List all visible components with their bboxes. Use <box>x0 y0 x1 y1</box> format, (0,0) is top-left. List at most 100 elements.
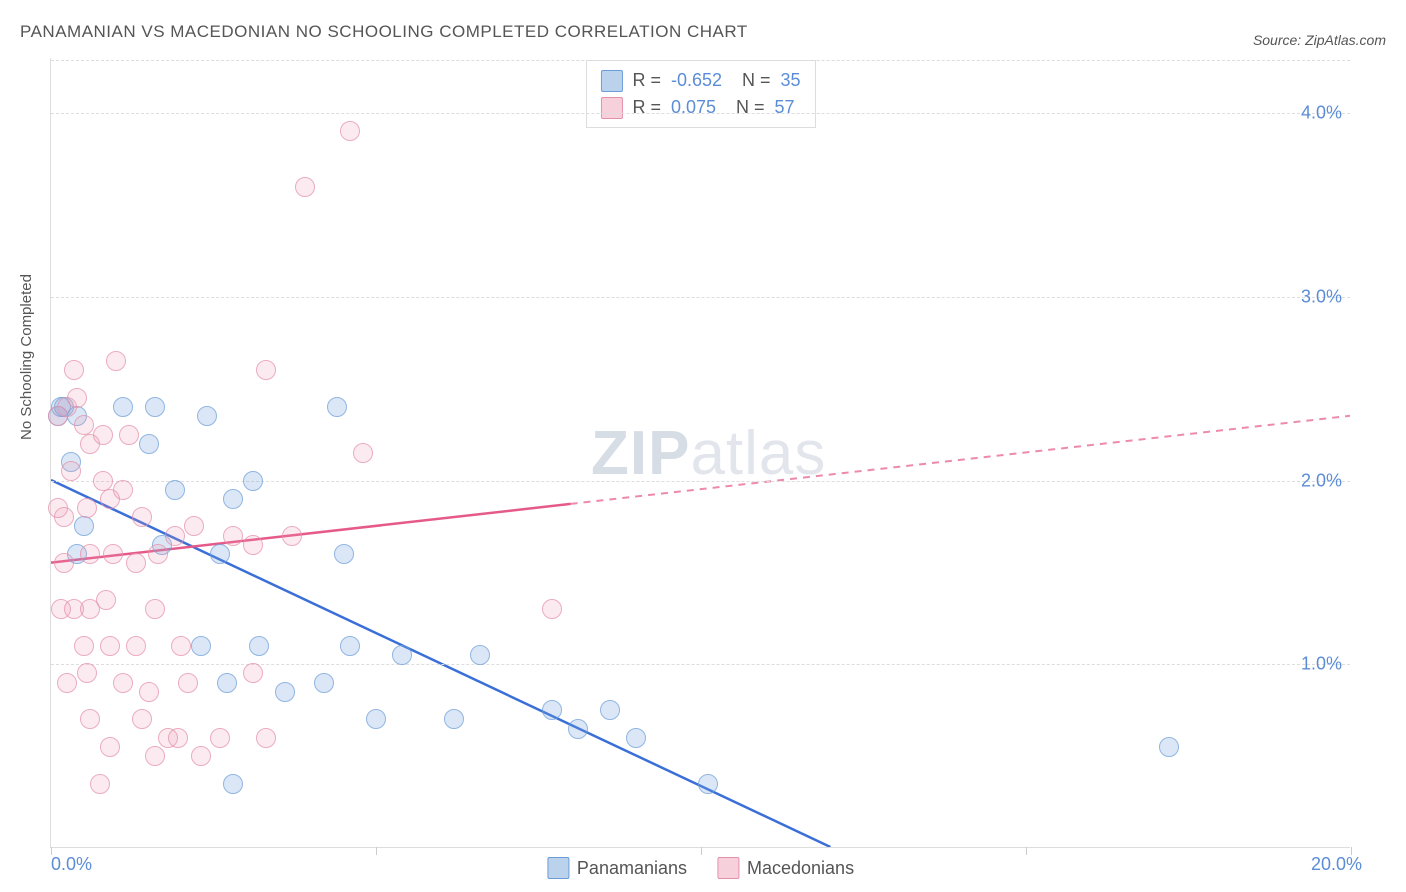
dot-panamanian <box>542 700 562 720</box>
y-tick-label: 2.0% <box>1301 470 1342 491</box>
dot-macedonian <box>74 636 94 656</box>
legend-stats-row-1: R = -0.652 N = 35 <box>600 67 800 94</box>
dot-macedonian <box>113 480 133 500</box>
dot-macedonian <box>132 709 152 729</box>
dot-macedonian <box>126 636 146 656</box>
dot-panamanian <box>165 480 185 500</box>
dot-macedonian <box>145 599 165 619</box>
dot-panamanian <box>444 709 464 729</box>
dot-macedonian <box>48 498 68 518</box>
dot-macedonian <box>106 351 126 371</box>
x-tick-label: 0.0% <box>51 854 92 875</box>
legend-series: Panamanians Macedonians <box>547 857 854 879</box>
dot-panamanian <box>210 544 230 564</box>
y-tick-label: 1.0% <box>1301 654 1342 675</box>
dot-macedonian <box>542 599 562 619</box>
dot-panamanian <box>698 774 718 794</box>
dot-panamanian <box>470 645 490 665</box>
x-tick-label: 20.0% <box>1311 854 1362 875</box>
y-tick-label: 3.0% <box>1301 286 1342 307</box>
dot-macedonian <box>171 636 191 656</box>
swatch-blue-2 <box>547 857 569 879</box>
dot-panamanian <box>191 636 211 656</box>
dot-macedonian <box>93 471 113 491</box>
dot-panamanian <box>217 673 237 693</box>
dot-panamanian <box>626 728 646 748</box>
dot-macedonian <box>223 526 243 546</box>
dot-macedonian <box>132 507 152 527</box>
dot-panamanian <box>568 719 588 739</box>
dot-panamanian <box>113 397 133 417</box>
gridline <box>51 60 1350 61</box>
swatch-blue <box>600 70 622 92</box>
dot-panamanian <box>314 673 334 693</box>
dot-macedonian <box>353 443 373 463</box>
x-tick <box>376 847 377 855</box>
dot-macedonian <box>57 673 77 693</box>
dot-macedonian <box>340 121 360 141</box>
y-axis-label: No Schooling Completed <box>18 274 35 440</box>
dot-panamanian <box>243 471 263 491</box>
dot-panamanian <box>74 516 94 536</box>
dot-macedonian <box>77 498 97 518</box>
dot-macedonian <box>100 636 120 656</box>
dot-macedonian <box>145 746 165 766</box>
dot-macedonian <box>93 425 113 445</box>
dot-macedonian <box>61 461 81 481</box>
dot-macedonian <box>168 728 188 748</box>
dot-panamanian <box>249 636 269 656</box>
chart-title: PANAMANIAN VS MACEDONIAN NO SCHOOLING CO… <box>20 22 748 42</box>
dot-macedonian <box>126 553 146 573</box>
trend-lines <box>51 58 1350 847</box>
legend-item-panamanians: Panamanians <box>547 857 687 879</box>
dot-macedonian <box>103 544 123 564</box>
legend-stats: R = -0.652 N = 35 R = 0.075 N = 57 <box>585 60 815 128</box>
dot-panamanian <box>600 700 620 720</box>
dot-macedonian <box>165 526 185 546</box>
gridline <box>51 297 1350 298</box>
dot-macedonian <box>119 425 139 445</box>
dot-panamanian <box>139 434 159 454</box>
dot-macedonian <box>256 728 276 748</box>
swatch-pink <box>600 97 622 119</box>
dot-macedonian <box>178 673 198 693</box>
y-tick-label: 4.0% <box>1301 103 1342 124</box>
dot-macedonian <box>295 177 315 197</box>
dot-panamanian <box>327 397 347 417</box>
gridline <box>51 113 1350 114</box>
legend-item-macedonians: Macedonians <box>717 857 854 879</box>
dot-panamanian <box>197 406 217 426</box>
dot-macedonian <box>113 673 133 693</box>
dot-panamanian <box>340 636 360 656</box>
dot-macedonian <box>74 415 94 435</box>
dot-macedonian <box>67 388 87 408</box>
dot-panamanian <box>275 682 295 702</box>
x-tick <box>1026 847 1027 855</box>
dot-panamanian <box>366 709 386 729</box>
dot-panamanian <box>145 397 165 417</box>
dot-panamanian <box>223 489 243 509</box>
dot-panamanian <box>392 645 412 665</box>
dot-macedonian <box>77 663 97 683</box>
dot-macedonian <box>80 544 100 564</box>
dot-macedonian <box>243 663 263 683</box>
dot-macedonian <box>80 709 100 729</box>
dot-macedonian <box>100 737 120 757</box>
source-label: Source: ZipAtlas.com <box>1253 32 1386 48</box>
dot-macedonian <box>191 746 211 766</box>
legend-stats-row-2: R = 0.075 N = 57 <box>600 94 800 121</box>
dot-macedonian <box>282 526 302 546</box>
plot-area: ZIPatlas R = -0.652 N = 35 R = 0.075 N =… <box>50 58 1350 848</box>
dot-panamanian <box>1159 737 1179 757</box>
dot-macedonian <box>210 728 230 748</box>
dot-macedonian <box>54 553 74 573</box>
dot-macedonian <box>90 774 110 794</box>
dot-panamanian <box>223 774 243 794</box>
dot-macedonian <box>243 535 263 555</box>
dot-macedonian <box>184 516 204 536</box>
dot-macedonian <box>139 682 159 702</box>
dot-macedonian <box>148 544 168 564</box>
dot-macedonian <box>64 360 84 380</box>
dot-macedonian <box>256 360 276 380</box>
x-tick <box>701 847 702 855</box>
